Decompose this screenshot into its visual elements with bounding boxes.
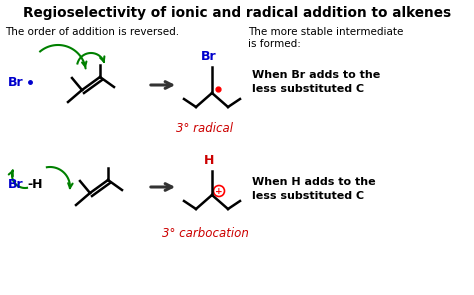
Text: -H: -H <box>27 178 43 191</box>
Text: 3° carbocation: 3° carbocation <box>162 227 248 240</box>
Text: Br: Br <box>201 50 217 63</box>
Text: Br: Br <box>8 178 24 191</box>
Text: When Br adds to the
less substituted C: When Br adds to the less substituted C <box>252 70 380 94</box>
Text: H: H <box>204 154 214 167</box>
Text: The order of addition is reversed.: The order of addition is reversed. <box>5 27 179 37</box>
Text: Regioselectivity of ionic and radical addition to alkenes: Regioselectivity of ionic and radical ad… <box>23 6 451 20</box>
Text: Br: Br <box>8 76 24 88</box>
Text: When H adds to the
less substituted C: When H adds to the less substituted C <box>252 177 375 201</box>
Text: +: + <box>215 186 223 196</box>
Text: 3° radical: 3° radical <box>176 122 234 135</box>
Text: The more stable intermediate
is formed:: The more stable intermediate is formed: <box>248 27 403 49</box>
